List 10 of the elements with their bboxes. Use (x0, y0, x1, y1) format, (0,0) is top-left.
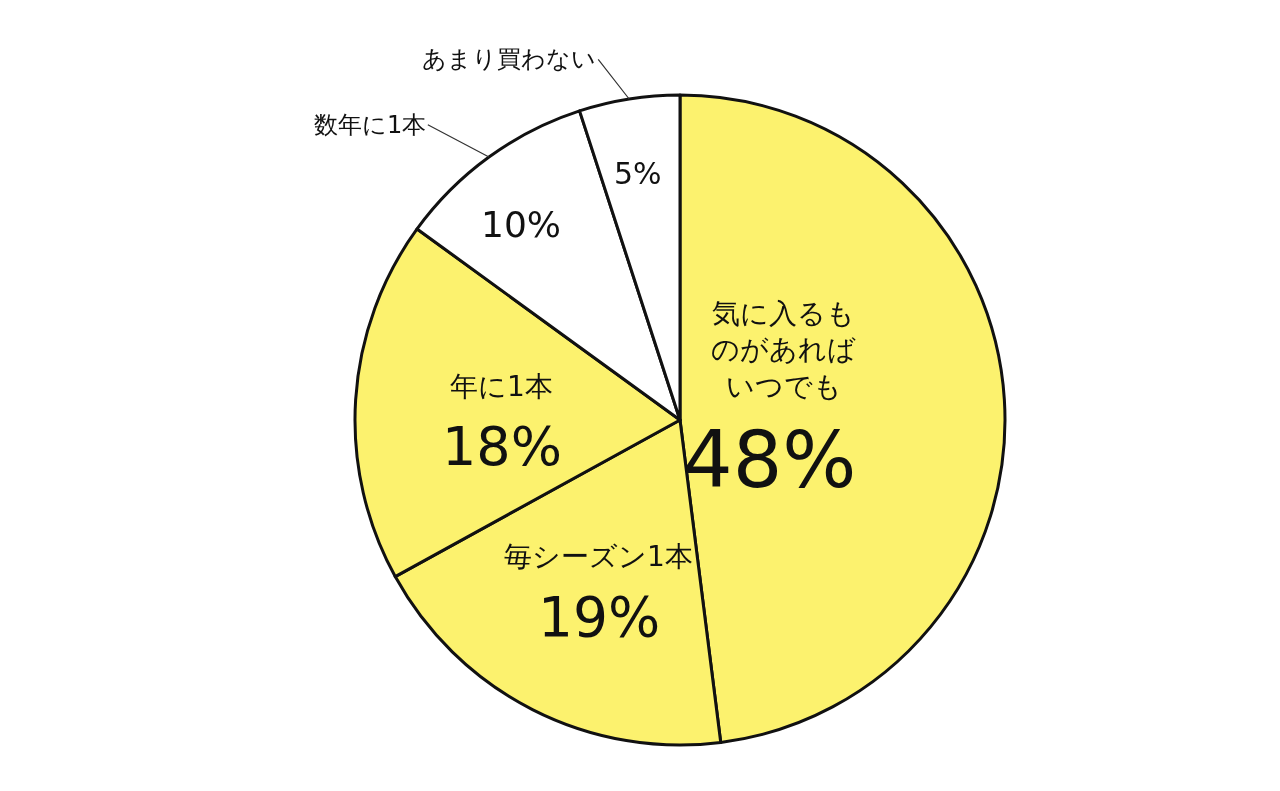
slice-label: あまり買わない (422, 45, 596, 73)
slice-label: 気に入るものがあればいつでも (711, 297, 856, 403)
data-label: 5% (614, 156, 662, 191)
data-label: 19% (538, 585, 661, 649)
data-label: 18% (442, 415, 563, 478)
slice-label: 毎シーズン1本 (504, 540, 693, 573)
data-label: 10% (481, 204, 562, 245)
slice-label: 数年に1本 (314, 111, 427, 139)
data-label: 48% (683, 415, 857, 505)
slice-label: 年に1本 (450, 370, 553, 403)
